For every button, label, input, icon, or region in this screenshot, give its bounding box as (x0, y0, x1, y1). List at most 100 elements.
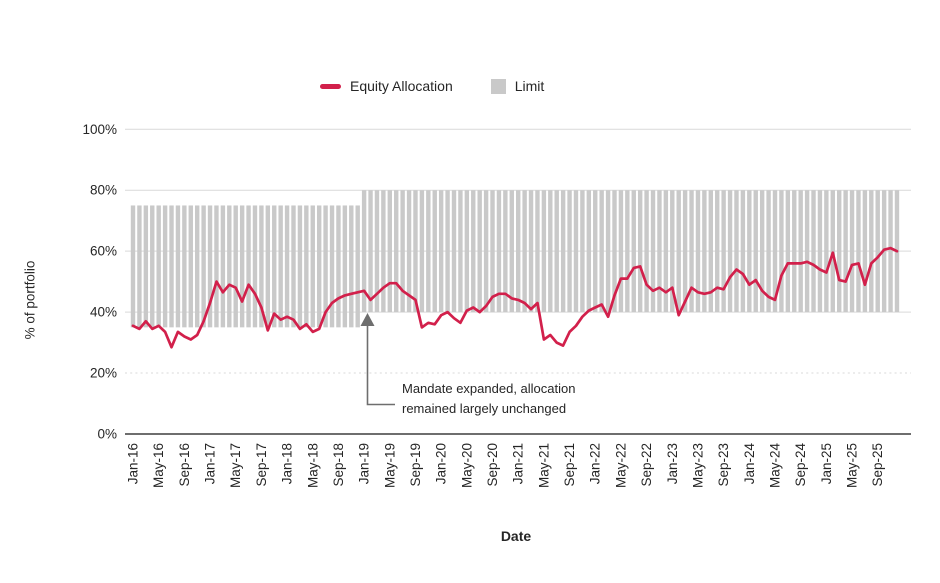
x-tick-label: Jan-22 (588, 443, 603, 484)
limit-bar (239, 205, 245, 328)
limit-bar (548, 190, 553, 313)
limit-bar (580, 190, 585, 313)
svg-text:May-25: May-25 (845, 443, 860, 488)
limit-bar (573, 190, 579, 313)
x-tick-label: May-18 (305, 443, 320, 488)
svg-text:May-17: May-17 (228, 443, 243, 488)
limit-bar (483, 190, 489, 313)
x-tick-label: Sep-16 (177, 443, 192, 487)
svg-text:Sep-16: Sep-16 (177, 443, 192, 487)
svg-text:Jan-22: Jan-22 (588, 443, 603, 484)
svg-text:Jan-20: Jan-20 (434, 443, 449, 484)
limit-bar (150, 205, 155, 328)
limit-bar (162, 205, 168, 328)
svg-text:Sep-18: Sep-18 (331, 443, 346, 487)
limit-bar (631, 190, 636, 313)
limit-bar (464, 190, 470, 313)
limit-bar (689, 190, 694, 313)
limit-bar (220, 205, 226, 328)
annotation-callout: Mandate expanded, allocation remained la… (402, 379, 575, 419)
limit-bar (682, 190, 688, 313)
x-tick-label: Sep-22 (639, 443, 654, 487)
limit-bar (361, 190, 367, 313)
limit-bar (554, 190, 559, 313)
limit-bar (888, 190, 893, 313)
limit-bar (207, 205, 213, 328)
svg-text:Sep-21: Sep-21 (562, 443, 577, 487)
limit-bar (516, 190, 521, 313)
limit-bar (227, 205, 232, 328)
limit-bar (137, 205, 142, 328)
x-tick-label: Sep-23 (716, 443, 731, 487)
limit-bar (644, 190, 649, 313)
limit-bar (336, 205, 341, 328)
limit-bar (451, 190, 457, 313)
limit-bar (798, 190, 803, 313)
limit-bar (657, 190, 662, 313)
svg-text:May-21: May-21 (536, 443, 551, 488)
limit-bar (650, 190, 656, 313)
svg-text:Jan-19: Jan-19 (357, 443, 372, 484)
limit-bar (599, 190, 604, 313)
svg-text:Sep-20: Sep-20 (485, 443, 500, 487)
limit-bar (214, 205, 219, 328)
legend-item-limit: Limit (490, 78, 544, 94)
limit-bar (496, 190, 502, 313)
x-tick-label: Jan-19 (357, 443, 372, 484)
limit-bar (522, 190, 527, 313)
limit-bar (747, 190, 752, 313)
svg-text:May-19: May-19 (382, 443, 397, 488)
limit-bar (182, 205, 187, 328)
limit-bar (509, 190, 514, 313)
limit-bar (837, 190, 842, 313)
limit-bar (528, 190, 534, 313)
svg-text:May-22: May-22 (613, 443, 628, 488)
limit-bar (387, 190, 392, 313)
legend-label-equity-allocation: Equity Allocation (350, 78, 453, 94)
limit-bar (637, 190, 643, 313)
x-tick-label: Sep-18 (331, 443, 346, 487)
limit-bar (471, 190, 476, 313)
limit-bar (394, 190, 399, 313)
x-tick-label: Jan-16 (126, 443, 141, 484)
x-tick-label: Sep-21 (562, 443, 577, 487)
limit-bar (567, 190, 572, 313)
x-tick-label: May-16 (151, 443, 166, 488)
limit-bar (316, 205, 322, 328)
limit-bar (792, 190, 797, 313)
x-tick-label: Sep-19 (408, 443, 423, 487)
limit-bar (323, 205, 328, 328)
limit-bar (265, 205, 271, 328)
x-tick-label: Jan-25 (819, 443, 834, 484)
y-tick-label: 60% (90, 244, 117, 259)
limit-bar (663, 190, 669, 313)
annotation-line-1: Mandate expanded, allocation (402, 381, 576, 396)
y-tick-label: 0% (97, 427, 117, 442)
limit-bar (143, 205, 149, 328)
limit-bar (329, 205, 335, 328)
svg-text:May-18: May-18 (305, 443, 320, 488)
limit-bar (708, 190, 713, 313)
x-tick-label: May-25 (845, 443, 860, 488)
limit-bar (284, 205, 290, 328)
limit-box-swatch-icon (490, 78, 506, 94)
limit-bar (278, 205, 283, 328)
limit-bar (156, 205, 161, 328)
limit-bar (413, 190, 418, 313)
limit-bar (618, 190, 624, 313)
x-tick-label: Sep-24 (793, 443, 808, 487)
limit-bar (355, 205, 360, 328)
svg-text:Sep-25: Sep-25 (870, 443, 885, 487)
y-tick-label: 20% (90, 366, 117, 381)
limit-bar (201, 205, 206, 328)
x-axis-title: Date (500, 528, 532, 544)
equity-line-swatch-icon (320, 83, 341, 89)
svg-text:Jan-23: Jan-23 (665, 443, 680, 484)
x-tick-label: Jan-23 (665, 443, 680, 484)
x-tick-label: May-20 (459, 443, 474, 488)
limit-bar (246, 205, 251, 328)
limit-bar (432, 190, 437, 313)
limit-bar (779, 190, 784, 313)
x-tick-label: May-23 (691, 443, 706, 488)
